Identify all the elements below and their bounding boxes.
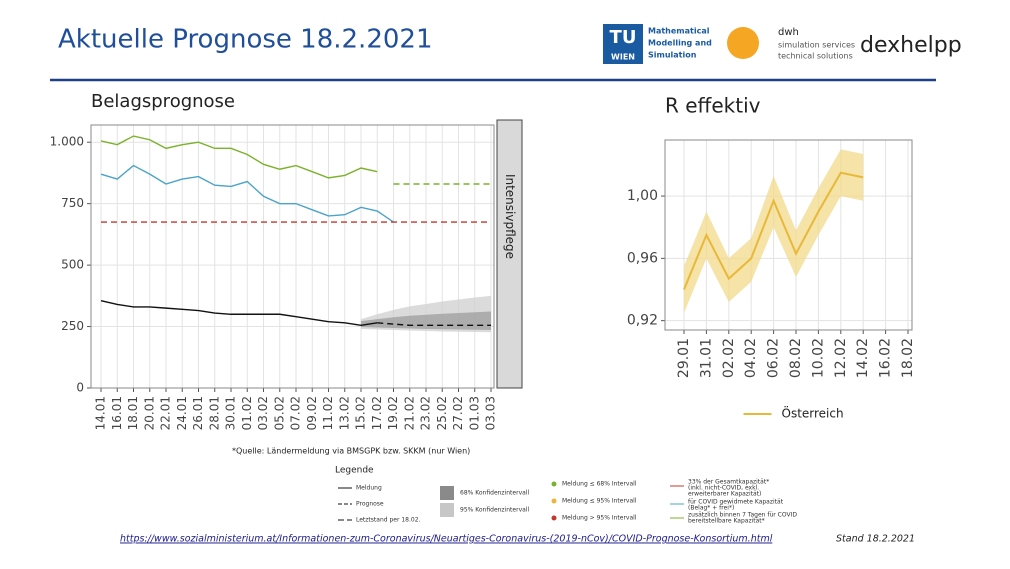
y-tick-label: 1.000 (50, 135, 84, 149)
facet-strip (496, 119, 523, 389)
x-tick-label: 18.01 (126, 396, 140, 430)
logo-text: Mathematical (648, 27, 710, 36)
x-tick-label: 12.02 (833, 338, 849, 378)
x-tick-label: 09.02 (305, 396, 319, 430)
x-tick-label: 06.02 (766, 338, 782, 378)
legend-text: Meldung ≤ 95% Intervall (562, 498, 637, 505)
dexhelpp-logo: dexhelpp (860, 33, 962, 58)
x-tick-label: 19.02 (386, 396, 400, 430)
legend-text: 33% der Gesamtkapazität* (688, 479, 769, 486)
x-tick-label: 07.02 (289, 396, 303, 430)
legend-swatch (440, 486, 454, 500)
x-tick-label: 31.01 (698, 338, 714, 378)
x-tick-label: 23.02 (419, 396, 433, 430)
legend-text: Letztstand per 18.02. (356, 517, 421, 524)
x-tick-label: 22.01 (159, 396, 173, 430)
x-tick-label: 15.02 (354, 396, 368, 430)
x-tick-label: 18.02 (900, 338, 916, 378)
x-tick-label: 13.02 (337, 396, 351, 430)
y-tick-label: 1,00 (627, 188, 658, 204)
plot-frame (664, 139, 913, 331)
footer-date: Stand 18.2.2021 (836, 534, 915, 545)
legend-point (551, 498, 557, 504)
x-tick-label: 03.02 (256, 396, 270, 430)
legend-text: (inkl. nicht-COVID, exkl. (688, 485, 759, 492)
chart-title: Belagsprognose (91, 91, 235, 112)
chart-title: R effektiv (665, 94, 761, 118)
legend-text: Prognose (356, 501, 384, 508)
legend-label: Österreich (782, 405, 844, 421)
source-link[interactable]: https://www.sozialministerium.at/Informa… (120, 534, 773, 545)
x-tick-label: 01.02 (240, 396, 254, 430)
y-tick-label: 0 (76, 381, 84, 395)
x-tick-label: 29.01 (676, 338, 692, 378)
legend-title: Legende (335, 466, 374, 476)
x-tick-label: 20.01 (142, 396, 156, 430)
x-tick-label: 16.02 (878, 338, 894, 378)
legend-text: Meldung > 95% Intervall (562, 515, 637, 522)
x-tick-label: 16.01 (110, 396, 124, 430)
source-note: *Quelle: Ländermeldung via BMSGPK bzw. S… (232, 447, 470, 456)
logo-text: Modelling and (648, 39, 712, 48)
x-tick-label: 03.03 (484, 396, 498, 430)
y-tick-label: 500 (61, 258, 84, 272)
logo-text: Simulation (648, 51, 697, 60)
logo-text: dwh (778, 27, 799, 38)
dwh-logo (727, 27, 759, 59)
x-tick-label: 17.02 (370, 396, 384, 430)
x-tick-label: 25.02 (435, 396, 449, 430)
series-line (683, 171, 864, 290)
x-tick-label: 01.03 (467, 396, 481, 430)
legend-text: zusätzlich binnen 7 Tagen für COVID (688, 512, 797, 519)
legend-text: erweiterbarer Kapazität) (688, 491, 761, 498)
x-tick-label: 11.02 (321, 396, 335, 430)
legend-text: 68% Konfidenzintervall (460, 490, 529, 497)
x-tick-label: 04.02 (743, 338, 759, 378)
logo-text: simulation services (778, 41, 855, 50)
slide-title: Aktuelle Prognose 18.2.2021 (58, 25, 433, 55)
x-tick-label: 08.02 (788, 338, 804, 378)
legend-swatch (440, 503, 454, 517)
series-line (100, 300, 378, 327)
legend-text: Meldung ≤ 68% Intervall (562, 481, 637, 488)
plot-background (90, 124, 495, 389)
legend-point (551, 515, 557, 521)
x-tick-label: 26.01 (191, 396, 205, 430)
plot-frame (90, 124, 495, 389)
x-tick-label: 14.01 (94, 396, 108, 430)
legend-text: für COVID gewidmete Kapazität (688, 499, 784, 506)
x-tick-label: 14.02 (855, 338, 871, 378)
x-tick-label: 02.02 (721, 338, 737, 378)
x-tick-label: 30.01 (224, 396, 238, 430)
legend-text: Meldung (356, 485, 382, 492)
y-tick-label: 0,92 (627, 313, 658, 329)
y-tick-label: 750 (61, 196, 84, 210)
x-tick-label: 10.02 (810, 338, 826, 378)
legend-text: 95% Konfidenzintervall (460, 507, 529, 514)
x-tick-label: 21.02 (402, 396, 416, 430)
x-tick-label: 28.01 (207, 396, 221, 430)
legend-text: bereitstellbare Kapazität* (688, 518, 765, 525)
series-line (100, 135, 378, 179)
tu-logo-text: WIEN (611, 53, 635, 62)
legend: Legende Meldung Prognose Letztstand per … (335, 466, 797, 525)
facet-strip-label: Intensivpflege (503, 174, 517, 259)
x-tick-label: 27.02 (451, 396, 465, 430)
legend-text: (Belag* + frei*) (688, 505, 734, 512)
x-tick-label: 05.02 (272, 396, 286, 430)
series-line (377, 322, 491, 327)
series-line (100, 164, 394, 223)
legend-point (551, 481, 557, 487)
x-tick-label: 24.01 (175, 396, 189, 430)
confidence-band (684, 149, 864, 313)
tu-logo-text: TU (610, 27, 637, 48)
logo-text: technical solutions (778, 52, 853, 61)
y-tick-label: 0,96 (627, 250, 658, 266)
y-tick-label: 250 (61, 319, 84, 333)
tu-logo (603, 24, 643, 64)
